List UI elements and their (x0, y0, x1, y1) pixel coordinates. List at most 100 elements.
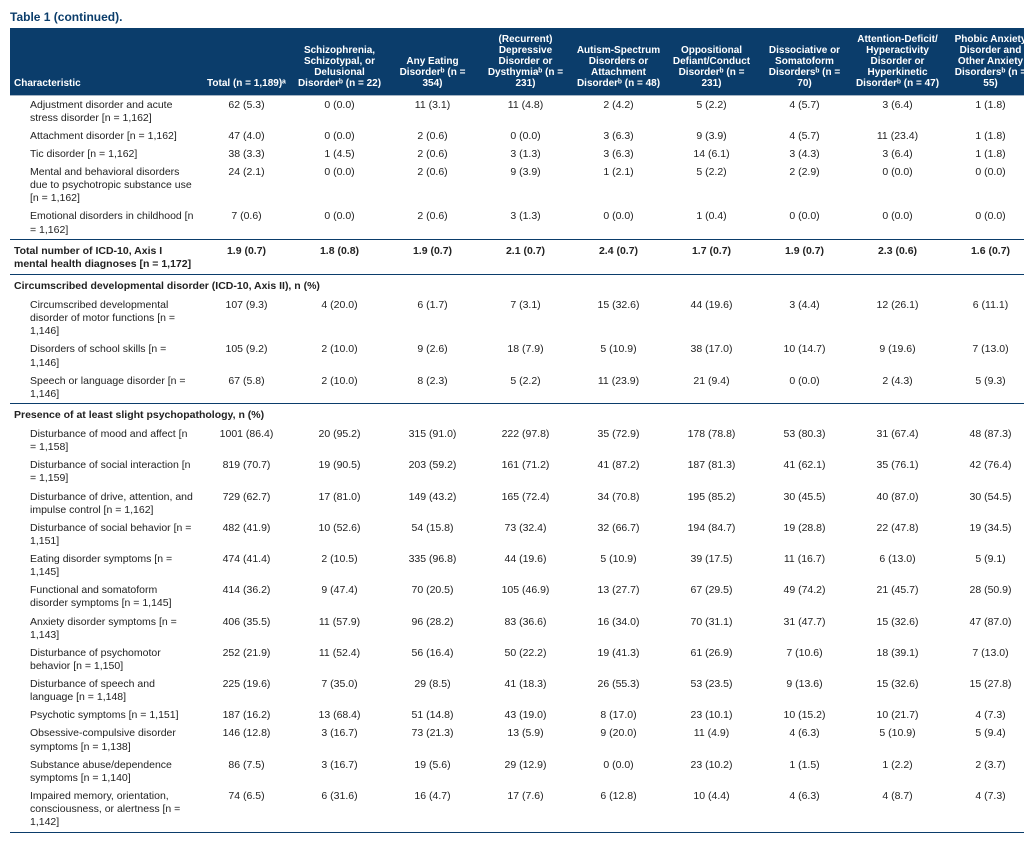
cell-value: 149 (43.2) (386, 488, 479, 519)
cell-value: 4 (7.3) (944, 787, 1024, 832)
cell-value: 44 (19.6) (665, 297, 758, 341)
cell-value: 70 (20.5) (386, 582, 479, 613)
cell-value: 178 (78.8) (665, 426, 758, 457)
cell-value: 7 (13.0) (944, 341, 1024, 372)
cell-value: 9 (47.4) (293, 582, 386, 613)
row-label: Obsessive-compulsive disorder symptoms [… (10, 725, 200, 756)
cell-value: 31 (47.7) (758, 613, 851, 644)
cell-value: 0 (0.0) (293, 96, 386, 128)
col-header: Total (n = 1,189)ᵃ (200, 28, 293, 96)
cell-value: 35 (76.1) (851, 457, 944, 488)
cell-value: 54 (15.8) (386, 519, 479, 550)
cell-value: 47 (87.0) (944, 613, 1024, 644)
cell-value: 0 (0.0) (944, 208, 1024, 240)
cell-value: 30 (45.5) (758, 488, 851, 519)
cell-value: 0 (0.0) (944, 164, 1024, 208)
cell-value: 2 (10.5) (293, 551, 386, 582)
cell-value: 41 (18.3) (479, 676, 572, 707)
cell-value: 819 (70.7) (200, 457, 293, 488)
cell-value: 19 (90.5) (293, 457, 386, 488)
cell-value: 96 (28.2) (386, 613, 479, 644)
col-header: Dissociative or Somatoform Disordersᵇ (n… (758, 28, 851, 96)
cell-value: 10 (4.4) (665, 787, 758, 832)
cell-value: 4 (8.7) (851, 787, 944, 832)
cell-value: 195 (85.2) (665, 488, 758, 519)
cell-value: 5 (2.2) (479, 372, 572, 404)
cell-value: 19 (28.8) (758, 519, 851, 550)
cell-value: 11 (57.9) (293, 613, 386, 644)
cell-value: 3 (4.3) (758, 145, 851, 163)
cell-value: 11 (16.7) (758, 551, 851, 582)
section-value: 1.9 (0.7) (200, 240, 293, 275)
section-value: 2.4 (0.7) (572, 240, 665, 275)
row-label: Mental and behavioral disorders due to p… (10, 164, 200, 208)
cell-value: 8 (2.3) (386, 372, 479, 404)
cell-value: 146 (12.8) (200, 725, 293, 756)
cell-value: 16 (4.7) (386, 787, 479, 832)
cell-value: 11 (23.4) (851, 127, 944, 145)
col-header: Autism-Spectrum Disorders or Attachment … (572, 28, 665, 96)
cell-value: 11 (4.8) (479, 96, 572, 128)
cell-value: 414 (36.2) (200, 582, 293, 613)
cell-value: 29 (12.9) (479, 756, 572, 787)
cell-value: 2 (4.3) (851, 372, 944, 404)
cell-value: 4 (5.7) (758, 127, 851, 145)
col-header: Schizophrenia, Schizotypal, or Delusiona… (293, 28, 386, 96)
cell-value: 3 (1.3) (479, 208, 572, 240)
cell-value: 7 (3.1) (479, 297, 572, 341)
row-label: Disturbance of psychomotor behavior [n =… (10, 644, 200, 675)
row-label: Disturbance of social behavior [n = 1,15… (10, 519, 200, 550)
cell-value: 32 (66.7) (572, 519, 665, 550)
cell-value: 12 (26.1) (851, 297, 944, 341)
row-label: Disturbance of mood and affect [n = 1,15… (10, 426, 200, 457)
cell-value: 13 (5.9) (479, 725, 572, 756)
cell-value: 105 (46.9) (479, 582, 572, 613)
cell-value: 40 (87.0) (851, 488, 944, 519)
cell-value: 1001 (86.4) (200, 426, 293, 457)
cell-value: 2 (0.6) (386, 145, 479, 163)
cell-value: 38 (17.0) (665, 341, 758, 372)
cell-value: 482 (41.9) (200, 519, 293, 550)
col-header: Any Eating Disorderᵇ (n = 354) (386, 28, 479, 96)
row-label: Disorders of school skills [n = 1,146] (10, 341, 200, 372)
cell-value: 3 (16.7) (293, 756, 386, 787)
cell-value: 17 (81.0) (293, 488, 386, 519)
row-label: Disturbance of speech and language [n = … (10, 676, 200, 707)
cell-value: 3 (6.3) (572, 145, 665, 163)
cell-value: 0 (0.0) (293, 164, 386, 208)
cell-value: 20 (95.2) (293, 426, 386, 457)
row-label: Emotional disorders in childhood [n = 1,… (10, 208, 200, 240)
section-value: 2.1 (0.7) (479, 240, 572, 275)
cell-value: 70 (31.1) (665, 613, 758, 644)
table-title: Table 1 (continued). (10, 10, 1014, 24)
cell-value: 18 (7.9) (479, 341, 572, 372)
section-value: 1.9 (0.7) (386, 240, 479, 275)
cell-value: 5 (9.4) (944, 725, 1024, 756)
cell-value: 5 (9.1) (944, 551, 1024, 582)
row-label: Functional and somatoform disorder sympt… (10, 582, 200, 613)
cell-value: 222 (97.8) (479, 426, 572, 457)
cell-value: 2 (10.0) (293, 341, 386, 372)
col-header: Attention-Deficit/ Hyperactivity Disorde… (851, 28, 944, 96)
cell-value: 73 (21.3) (386, 725, 479, 756)
cell-value: 3 (6.4) (851, 145, 944, 163)
cell-value: 16 (34.0) (572, 613, 665, 644)
row-label: Disturbance of social interaction [n = 1… (10, 457, 200, 488)
cell-value: 74 (6.5) (200, 787, 293, 832)
cell-value: 11 (23.9) (572, 372, 665, 404)
cell-value: 15 (32.6) (851, 613, 944, 644)
cell-value: 0 (0.0) (758, 208, 851, 240)
cell-value: 406 (35.5) (200, 613, 293, 644)
cell-value: 7 (10.6) (758, 644, 851, 675)
cell-value: 47 (4.0) (200, 127, 293, 145)
cell-value: 15 (32.6) (572, 297, 665, 341)
cell-value: 11 (3.1) (386, 96, 479, 128)
section-value: 1.7 (0.7) (665, 240, 758, 275)
cell-value: 26 (55.3) (572, 676, 665, 707)
cell-value: 17 (7.6) (479, 787, 572, 832)
cell-value: 4 (20.0) (293, 297, 386, 341)
cell-value: 1 (1.8) (944, 96, 1024, 128)
cell-value: 0 (0.0) (293, 208, 386, 240)
cell-value: 9 (3.9) (479, 164, 572, 208)
cell-value: 56 (16.4) (386, 644, 479, 675)
